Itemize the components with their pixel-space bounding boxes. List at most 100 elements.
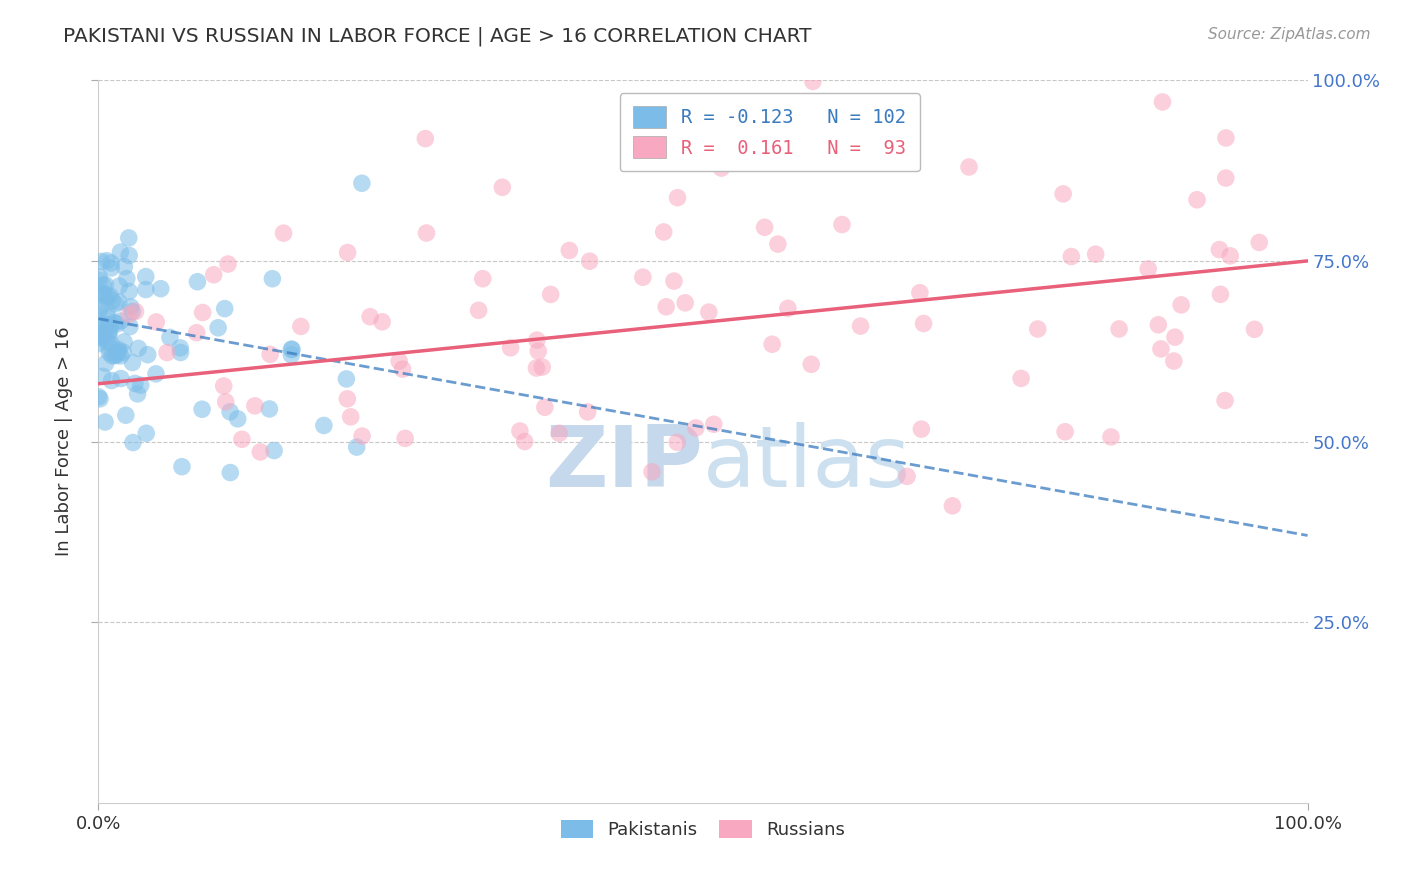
Point — [91, 369, 114, 384]
Point — [231, 432, 253, 446]
Point — [112, 260, 135, 274]
Y-axis label: In Labor Force | Age > 16: In Labor Force | Age > 16 — [55, 326, 73, 557]
Point — [1060, 250, 1083, 264]
Point — [145, 367, 167, 381]
Point — [96, 289, 118, 303]
Point — [127, 342, 149, 356]
Point — [156, 345, 179, 359]
Point — [91, 328, 114, 343]
Point — [281, 343, 304, 357]
Point — [339, 409, 361, 424]
Point — [576, 405, 599, 419]
Point — [97, 328, 120, 343]
Point — [118, 231, 141, 245]
Point — [1152, 95, 1174, 109]
Point — [391, 362, 413, 376]
Point — [107, 344, 129, 359]
Point — [280, 348, 302, 362]
Point — [1150, 342, 1173, 356]
Point — [1164, 330, 1187, 344]
Point — [1249, 235, 1271, 250]
Point — [135, 426, 157, 441]
Text: ZIP: ZIP — [546, 422, 703, 505]
Point — [290, 319, 312, 334]
Point — [105, 345, 128, 359]
Point — [121, 304, 143, 318]
Point — [259, 347, 281, 361]
Point — [96, 303, 118, 318]
Point — [1243, 322, 1265, 336]
Point — [666, 435, 689, 450]
Point — [761, 337, 783, 351]
Point — [90, 288, 112, 302]
Point — [100, 318, 122, 332]
Point — [800, 357, 823, 371]
Point — [526, 333, 548, 347]
Point — [371, 315, 394, 329]
Point — [191, 305, 214, 319]
Point — [491, 180, 513, 194]
Point — [89, 330, 111, 344]
Point — [263, 443, 285, 458]
Point — [509, 424, 531, 438]
Point — [685, 421, 707, 435]
Point — [666, 191, 689, 205]
Point — [105, 348, 128, 362]
Point — [578, 254, 600, 268]
Point — [118, 285, 141, 299]
Point — [100, 337, 122, 351]
Point — [471, 271, 494, 285]
Point — [87, 316, 110, 330]
Point — [776, 301, 799, 316]
Point — [1219, 249, 1241, 263]
Point — [219, 466, 242, 480]
Point — [336, 392, 359, 406]
Point — [1054, 425, 1077, 439]
Point — [110, 349, 132, 363]
Point — [415, 226, 437, 240]
Point — [89, 327, 111, 342]
Point — [90, 330, 112, 344]
Point — [112, 345, 135, 359]
Point — [87, 390, 110, 404]
Point — [124, 376, 146, 391]
Point — [703, 417, 725, 432]
Point — [212, 379, 235, 393]
Point — [1213, 393, 1236, 408]
Point — [558, 244, 581, 258]
Point — [849, 319, 872, 334]
Point — [1147, 318, 1170, 332]
Point — [631, 270, 654, 285]
Point — [312, 418, 335, 433]
Point — [655, 300, 678, 314]
Point — [96, 253, 118, 268]
Point — [652, 225, 675, 239]
Point — [118, 248, 141, 262]
Point — [149, 282, 172, 296]
Point — [129, 378, 152, 392]
Point — [89, 269, 111, 284]
Point — [100, 256, 122, 270]
Point — [186, 326, 208, 340]
Point — [346, 440, 368, 454]
Point — [467, 303, 489, 318]
Point — [94, 277, 117, 292]
Point — [93, 286, 115, 301]
Point — [335, 372, 357, 386]
Point — [754, 220, 776, 235]
Point — [104, 316, 127, 330]
Point — [1208, 243, 1230, 257]
Point — [912, 317, 935, 331]
Point — [135, 283, 157, 297]
Point — [135, 269, 157, 284]
Point — [1215, 131, 1237, 145]
Point — [1137, 262, 1160, 277]
Text: PAKISTANI VS RUSSIAN IN LABOR FORCE | AGE > 16 CORRELATION CHART: PAKISTANI VS RUSSIAN IN LABOR FORCE | AG… — [63, 27, 811, 46]
Point — [1170, 298, 1192, 312]
Point — [112, 334, 135, 349]
Point — [159, 330, 181, 344]
Point — [107, 343, 129, 357]
Point — [259, 401, 281, 416]
Point — [1215, 171, 1237, 186]
Point — [94, 356, 117, 370]
